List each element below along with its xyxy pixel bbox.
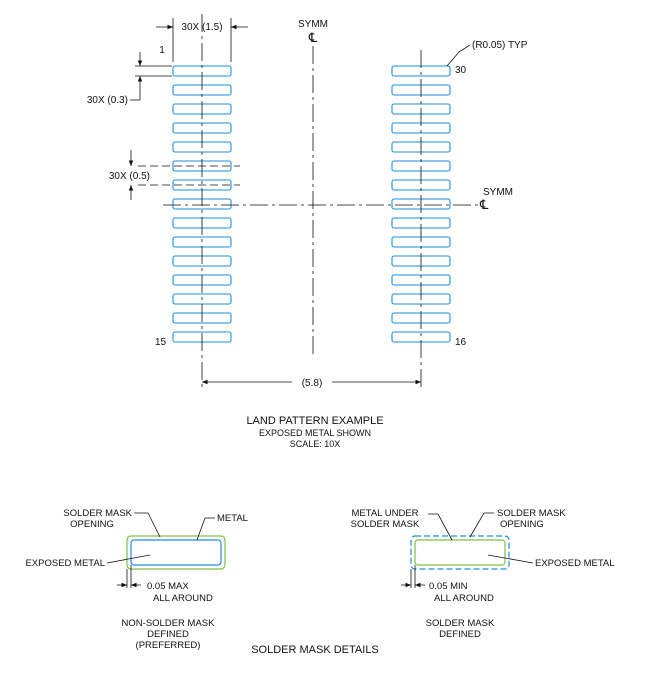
smd-clearance-label-1: 0.05 MIN (429, 581, 468, 592)
smd-caption-2: DEFINED (439, 629, 481, 640)
smd-opening-label-1: SOLDER MASK (497, 508, 566, 519)
corner-radius-label: (R0.05) TYP (472, 40, 528, 51)
pin-number-15: 15 (155, 337, 167, 348)
smd-exposed-leader (487, 554, 534, 564)
nsmd-solder-mask-opening (126, 535, 226, 570)
pin-number-30: 30 (455, 65, 467, 76)
nsmd-opening-label-1: SOLDER MASK (63, 508, 132, 519)
land-pattern-scale: SCALE: 10X (290, 439, 341, 449)
symm-label-right: SYMM (483, 187, 513, 198)
smd-clearance-label-2: ALL AROUND (434, 593, 494, 604)
smd-opening-label-2: OPENING (500, 519, 544, 530)
smd-metal-under-label-1: METAL UNDER (351, 508, 418, 519)
pad-height-dimension (130, 52, 172, 101)
center-lines (138, 14, 480, 390)
nsmd-exposed-leader (106, 554, 151, 564)
smd-detail: METAL UNDER SOLDER MASK SOLDER MASK OPEN… (351, 508, 615, 640)
smd-exposed-label: EXPOSED METAL (535, 558, 615, 569)
corner-radius-leader (446, 44, 471, 67)
pad-width-dimension (156, 18, 248, 62)
pad-height-label: 30X (0.3) (87, 95, 128, 106)
nsmd-caption-1: NON-SOLDER MASK (122, 618, 216, 629)
pin-number-16: 16 (455, 337, 467, 348)
nsmd-opening-leader (134, 512, 161, 538)
smd-opening-leader (469, 512, 494, 538)
smd-caption-1: SOLDER MASK (426, 618, 495, 629)
solder-mask-details-title: SOLDER MASK DETAILS (251, 644, 379, 656)
nsmd-caption-3: (PREFERRED) (136, 640, 201, 651)
nsmd-clearance-label-2: ALL AROUND (153, 593, 213, 604)
nsmd-caption-2: DEFINED (147, 629, 189, 640)
land-pattern-subtitle: EXPOSED METAL SHOWN (259, 428, 371, 438)
nsmd-clearance-label-1: 0.05 MAX (147, 581, 189, 592)
nsmd-metal-leader (196, 517, 215, 541)
centerline-symbol-top: ℄ (308, 30, 318, 45)
nsmd-metal-label: METAL (217, 513, 248, 524)
left-pad (172, 236, 232, 248)
smd-metal-under-leader (428, 513, 453, 541)
nsmd-exposed-label: EXPOSED METAL (25, 558, 105, 569)
pad-edge-label: 1 (159, 45, 165, 56)
span-label: (5.8) (302, 378, 323, 389)
centerline-symbol-right: ℄ (479, 197, 489, 212)
smd-metal-under-mask (410, 535, 510, 570)
nsmd-detail: SOLDER MASK OPENING METAL EXPOSED METAL … (25, 508, 248, 651)
smd-metal-under-label-2: SOLDER MASK (351, 519, 420, 530)
nsmd-metal-pad (130, 539, 222, 566)
pad-width-label: 30X (1.5) (181, 22, 222, 33)
nsmd-opening-label-2: OPENING (70, 519, 114, 530)
smd-solder-mask-opening (414, 539, 506, 566)
land-pattern-title: LAND PATTERN EXAMPLE (246, 415, 383, 427)
symm-label-top: SYMM (298, 19, 328, 30)
pitch-label: 30X (0.5) (109, 171, 150, 182)
